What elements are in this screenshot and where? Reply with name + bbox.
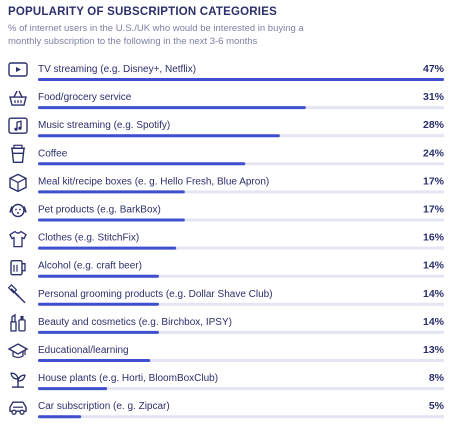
category-label: TV streaming (e.g. Disney+, Netflix) bbox=[38, 64, 196, 75]
category-label: Alcohol (e.g. craft beer) bbox=[38, 261, 142, 272]
chart-row: Meal kit/recipe boxes (e. g. Hello Fresh… bbox=[9, 173, 445, 194]
value-label: 31% bbox=[423, 91, 445, 103]
bar-track bbox=[38, 274, 444, 278]
music-note-icon bbox=[8, 117, 28, 134]
shirt-icon bbox=[9, 230, 27, 248]
value-label: 28% bbox=[423, 119, 445, 131]
category-label: Clothes (e.g. StitchFix) bbox=[38, 233, 139, 244]
value-label: 14% bbox=[423, 260, 445, 272]
category-label: Coffee bbox=[38, 148, 68, 159]
bar bbox=[38, 359, 151, 362]
cosmetics-icon bbox=[10, 313, 26, 332]
bar bbox=[38, 134, 280, 138]
chart-row: House plants (e.g. Horti, BloomBoxClub) 8… bbox=[10, 372, 445, 391]
bar-track bbox=[38, 246, 444, 250]
bar bbox=[38, 274, 159, 278]
category-label: Pet products (e.g. BarkBox) bbox=[38, 205, 161, 216]
category-label: Car subscription (e. g. Zipcar) bbox=[38, 401, 170, 412]
razor-icon bbox=[7, 284, 26, 304]
value-label: 8% bbox=[429, 372, 445, 384]
bar bbox=[38, 415, 82, 419]
bar bbox=[38, 387, 108, 391]
box-icon bbox=[9, 173, 27, 193]
bar bbox=[38, 246, 177, 250]
bar-track bbox=[38, 359, 444, 362]
category-label: House plants (e.g. Horti, BloomBoxClub) bbox=[38, 373, 218, 384]
chart-row: Personal grooming products (e.g. Dollar … bbox=[7, 284, 445, 306]
chart-title: POPULARITY OF SUBSCRIPTION CATEGORIES bbox=[8, 6, 277, 18]
value-label: 5% bbox=[429, 400, 445, 412]
chart-row: TV streaming (e.g. Disney+, Netflix) 47% bbox=[8, 62, 445, 81]
bar bbox=[38, 302, 159, 306]
bar bbox=[38, 78, 444, 81]
value-label: 24% bbox=[423, 147, 445, 159]
value-label: 14% bbox=[423, 288, 445, 300]
bar bbox=[38, 218, 185, 222]
value-label: 16% bbox=[423, 232, 445, 244]
bar-track bbox=[38, 387, 444, 391]
chart-row: Beauty and cosmetics (e.g. Birchbox, IPS… bbox=[10, 313, 445, 334]
category-label: Food/grocery service bbox=[38, 92, 132, 103]
chart-row: Car subscription (e. g. Zipcar) 5% bbox=[9, 400, 445, 419]
beer-icon bbox=[10, 260, 26, 276]
category-label: Educational/learning bbox=[38, 345, 129, 356]
bar bbox=[38, 190, 185, 194]
category-label: Beauty and cosmetics (e.g. Birchbox, IPS… bbox=[38, 317, 232, 328]
chart-row: Music streaming (e.g. Spotify) 28% bbox=[8, 117, 445, 138]
plant-icon bbox=[10, 372, 26, 388]
car-icon bbox=[9, 401, 27, 415]
category-label: Personal grooming products (e.g. Dollar … bbox=[38, 289, 273, 300]
chart-row: Pet products (e.g. BarkBox) 17% bbox=[9, 203, 445, 222]
category-label: Music streaming (e.g. Spotify) bbox=[38, 120, 170, 131]
tv-icon bbox=[8, 62, 28, 77]
bar-track bbox=[38, 415, 444, 419]
chart-row: Clothes (e.g. StitchFix) 16% bbox=[9, 230, 445, 250]
bar-track bbox=[38, 302, 444, 306]
graduation-icon bbox=[7, 343, 29, 359]
chart-row: Food/grocery service 31% bbox=[9, 90, 445, 110]
basket-icon bbox=[9, 90, 27, 106]
value-label: 47% bbox=[423, 63, 445, 75]
value-label: 17% bbox=[423, 204, 445, 216]
value-label: 14% bbox=[423, 316, 445, 328]
coffee-cup-icon bbox=[11, 144, 25, 164]
bar-track bbox=[38, 190, 444, 194]
bar bbox=[38, 162, 246, 166]
bar bbox=[38, 330, 159, 334]
dog-icon bbox=[9, 203, 27, 218]
value-label: 17% bbox=[423, 175, 445, 187]
chart-row: Coffee 24% bbox=[11, 144, 445, 166]
chart-row: Educational/learning 13% bbox=[7, 343, 445, 362]
category-label: Meal kit/recipe boxes (e. g. Hello Fresh… bbox=[38, 176, 269, 187]
chart-subtitle: % of internet users in the U.S./UK who w… bbox=[8, 23, 304, 47]
chart-row: Alcohol (e.g. craft beer) 14% bbox=[10, 260, 445, 278]
bar-track bbox=[38, 218, 444, 222]
bar-track bbox=[38, 330, 444, 334]
value-label: 13% bbox=[423, 344, 445, 356]
bar bbox=[38, 106, 306, 110]
